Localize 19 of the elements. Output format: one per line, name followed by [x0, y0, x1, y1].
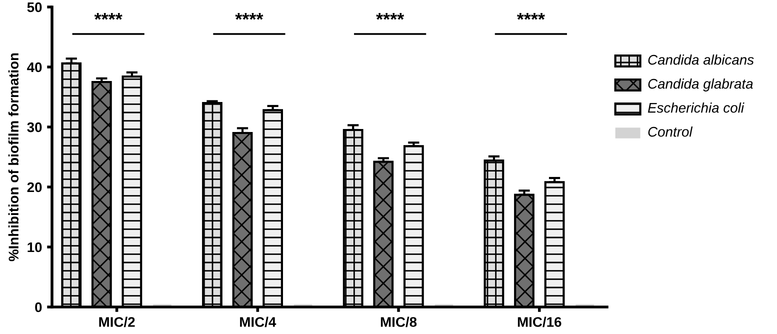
y-tick-label: 20 [27, 182, 42, 192]
y-tick-label: 50 [27, 2, 42, 12]
y-tick-label: 0 [35, 302, 42, 312]
annotation: **** [235, 13, 264, 20]
annotation: **** [94, 13, 122, 20]
x-tick-label: MIC/2 [99, 316, 135, 328]
y-tick-label: 30 [27, 122, 42, 132]
legend-label: Candida albicans [648, 54, 754, 65]
legend-label: Escherichia coli [648, 102, 744, 113]
legend-label: Control [648, 126, 693, 137]
y-axis-title: %Inhibition of biofilm formation [8, 53, 19, 262]
x-tick-label: MIC/4 [240, 316, 276, 328]
annotation: **** [516, 13, 545, 20]
x-tick-label: MIC/8 [380, 316, 417, 328]
y-tick-label: 40 [27, 62, 42, 72]
x-tick-label: MIC/16 [518, 316, 562, 328]
annotation: **** [376, 13, 404, 20]
y-tick-label: 10 [28, 242, 42, 252]
legend-label: Candida glabrata [648, 78, 753, 92]
